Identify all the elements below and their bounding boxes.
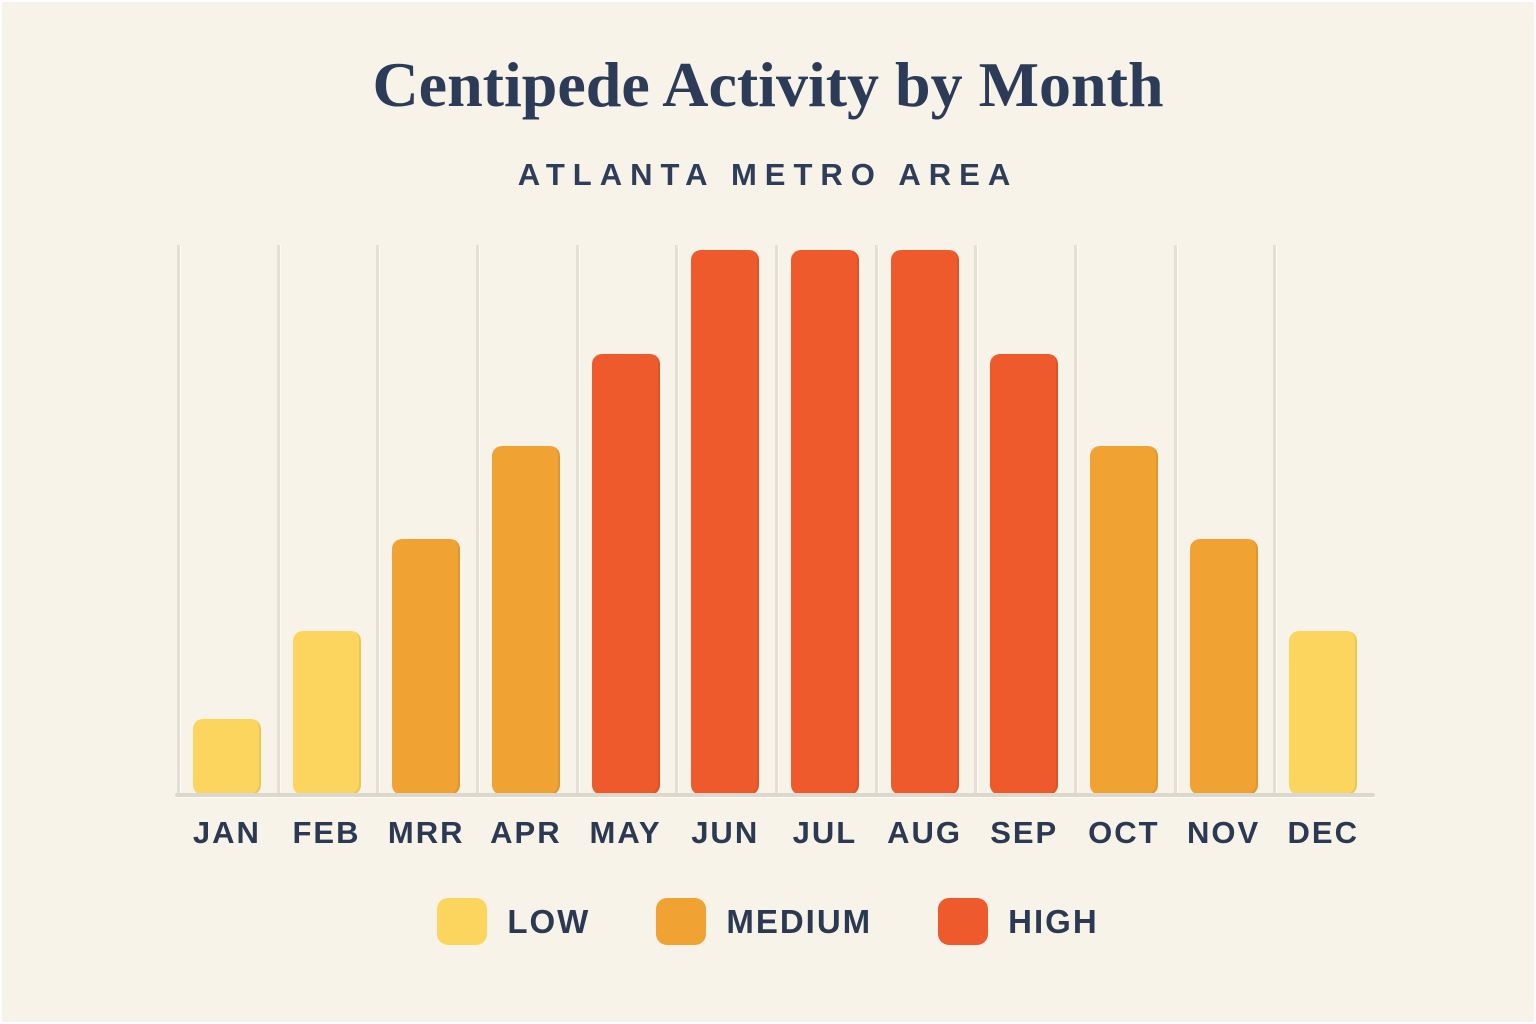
bar-jul [790,250,859,795]
gridline [1273,245,1277,795]
month-label-feb: FEB [292,815,361,850]
page-title: Centipede Activity by Month [372,49,1164,120]
legend-swatch-medium-icon [656,898,707,945]
column-jul [775,245,875,795]
month-labels: JAN FEB MRR APR MAY JUN JUL AUG SEP OCT NOV DEC [177,815,1373,851]
gridline [276,245,280,795]
bar-nov [1189,539,1258,795]
legend-item-high: HIGH [938,898,1099,945]
column-mrr [376,245,476,795]
gridline [376,245,380,795]
column-nov [1173,245,1274,795]
month-label-apr: APR [490,815,562,850]
plot-area [175,245,1375,797]
month-label-mrr: MRR [387,815,465,850]
gridline [177,245,180,795]
bar-sep [990,354,1059,795]
bar-apr [491,446,560,795]
gridline [575,245,579,795]
x-axis-baseline [175,793,1375,797]
month-label-dec: DEC [1287,815,1359,850]
gridline [675,245,679,795]
bar-dec [1289,631,1358,795]
legend-item-medium: MEDIUM [656,898,872,945]
legend-swatch-high-icon [938,898,989,945]
legend: LOW MEDIUM HIGH [0,898,1536,945]
month-label-jan: JAN [192,815,261,850]
gridline [1074,245,1078,795]
legend-swatch-low-icon [437,898,488,945]
column-oct [1074,245,1174,795]
bar-aug [890,250,959,795]
column-jan [177,245,277,795]
bar-jun [691,250,760,795]
column-jun [675,245,775,795]
legend-label-medium: MEDIUM [726,902,873,940]
bar-may [591,354,660,795]
gridline [476,245,480,795]
month-label-jul: JUL [792,815,858,850]
legend-label-high: HIGH [1008,902,1099,940]
month-label-jun: JUN [691,815,760,850]
month-label-may: MAY [589,815,662,850]
bar-jan [192,719,261,795]
bar-feb [292,631,361,795]
month-label-sep: SEP [990,815,1059,850]
page-subtitle: ATLANTA METRO AREA [517,157,1019,192]
column-sep [974,245,1074,795]
month-label-oct: OCT [1088,815,1160,850]
bar-oct [1089,446,1158,795]
legend-label-low: LOW [507,902,591,940]
month-label-nov: NOV [1186,815,1261,850]
gridline [775,245,779,795]
column-apr [476,245,576,795]
bar-chart: JAN FEB MRR APR MAY JUN JUL AUG SEP OCT NOV DEC [175,245,1375,851]
bar-mrr [392,539,461,795]
legend-item-low: LOW [437,898,590,945]
month-label-aug: AUG [887,815,962,850]
gridline [1173,245,1177,795]
gridline [874,245,878,795]
column-aug [874,245,975,795]
column-feb [276,245,377,795]
gridline [974,245,978,795]
column-dec [1273,245,1373,795]
column-may [575,245,676,795]
